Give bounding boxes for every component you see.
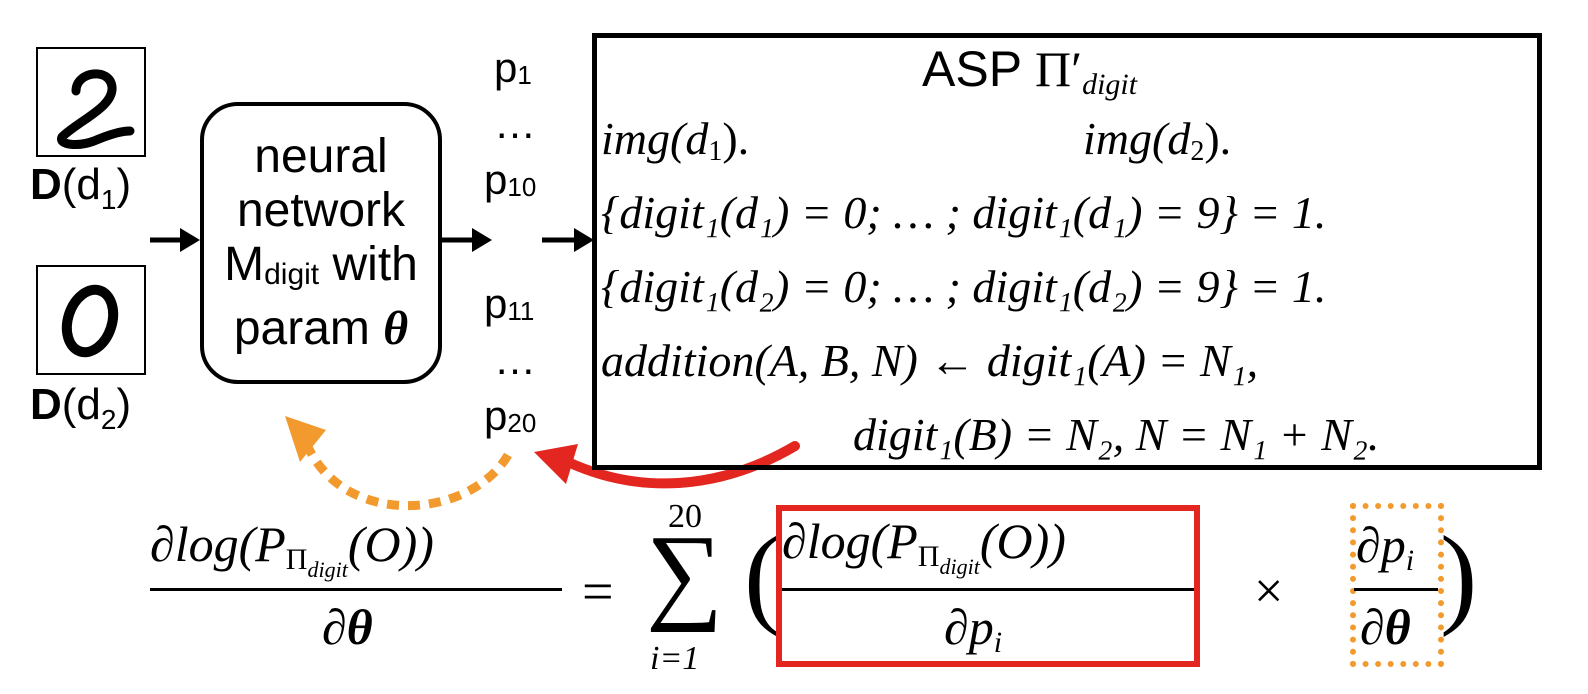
term2-numerator: ∂pi [1356, 517, 1415, 577]
term2-denominator: ∂θ [1360, 599, 1411, 655]
prob-p20: p20 [484, 392, 537, 439]
lhs-numerator: ∂log(PΠdigit(O)) [150, 516, 434, 582]
prob-p1: p1 [494, 44, 532, 91]
sum-symbol: ∑ [646, 514, 723, 633]
network-line-1: neural [254, 130, 388, 183]
sum-lower-limit: i=1 [650, 640, 700, 677]
sum-upper-limit: 20 [668, 498, 702, 535]
equals-sign: = [582, 561, 614, 623]
prob-dots-1: … [494, 100, 536, 147]
network-line-4: param θ [233, 302, 409, 355]
digit-image-d2 [36, 265, 146, 375]
red-gradient-arrow [534, 441, 800, 489]
prob-p10: p10 [484, 156, 537, 203]
close-paren: ) [1440, 514, 1478, 638]
term1-numerator: ∂log(PΠdigit(O)) [782, 513, 1066, 579]
term1-fraction-line [782, 588, 1194, 591]
asp-choice-rule-d1: {digit₁(d₁) = 0; … ; digit₁(d₁) = 9} = 1… [601, 187, 1327, 238]
times-sign: × [1254, 563, 1284, 620]
term1-denominator: ∂pi [944, 599, 1003, 659]
prob-p11: p11 [484, 280, 535, 327]
asp-program-box: ASP Π′digit img(d1). img(d2). {digit₁(d₁… [592, 33, 1542, 470]
asp-addition-rule-head: addition(A, B, N) ← digit₁(A) = N₁, [601, 335, 1259, 386]
open-paren: ( [744, 514, 782, 638]
asp-img-d2: img(d2). [1083, 113, 1232, 167]
digit-label-d1: D(d1) [30, 160, 132, 215]
asp-img-d1: img(d1). [601, 113, 750, 167]
neural-network-box: neural network Mdigit with param θ [200, 102, 442, 384]
orange-gradient-arrow [285, 416, 512, 511]
asp-choice-rule-d2: {digit₁(d₂) = 0; … ; digit₁(d₂) = 9} = 1… [601, 261, 1327, 312]
network-line-2: network [236, 184, 406, 237]
handwritten-two-icon [57, 69, 135, 149]
lhs-fraction-line [150, 588, 562, 591]
term2-fraction-line [1354, 588, 1438, 591]
lhs-denominator: ∂θ [322, 599, 373, 655]
orange-highlight-box [1350, 503, 1444, 667]
prob-dots-2: … [494, 336, 536, 383]
input-arrow [150, 228, 200, 252]
digit-image-d1 [36, 47, 146, 157]
asp-addition-rule-body: digit₁(B) = N₂, N = N₁ + N₂. [853, 409, 1380, 460]
network-line-3: Mdigit with [224, 238, 418, 291]
digit-label-d2: D(d2) [30, 380, 132, 435]
asp-title: ASP Π′digit [922, 41, 1138, 101]
red-highlight-box [776, 505, 1200, 667]
network-output-arrow [442, 228, 492, 252]
handwritten-zero-icon [61, 284, 119, 358]
asp-input-arrow [542, 228, 594, 252]
